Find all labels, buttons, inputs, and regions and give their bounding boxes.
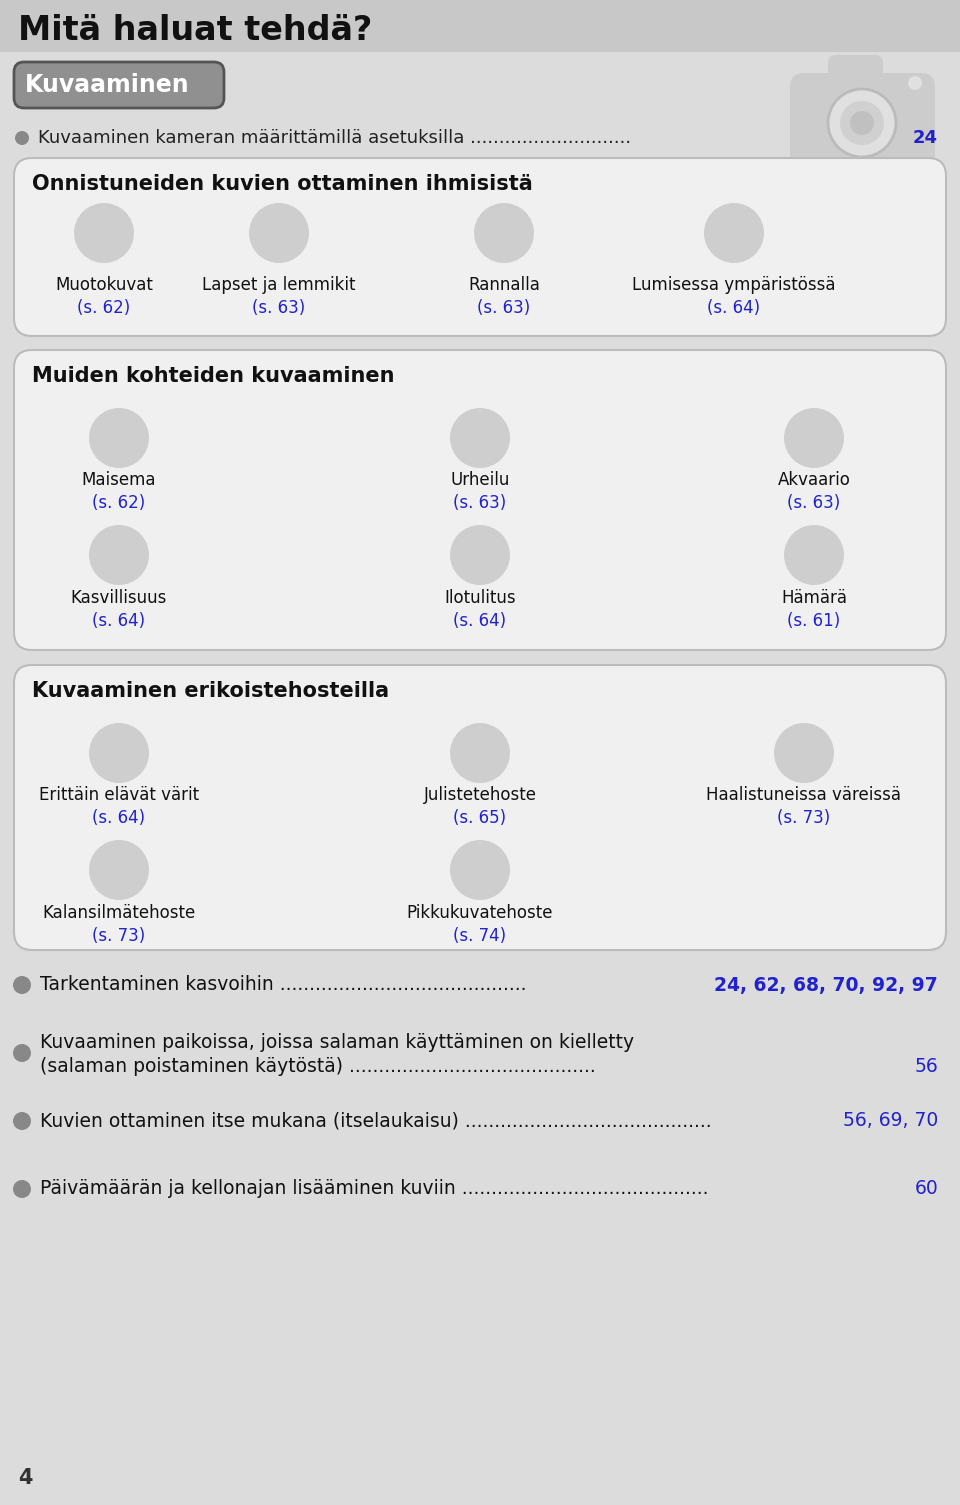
Text: (s. 64): (s. 64) <box>92 810 146 828</box>
Text: Rannalla: Rannalla <box>468 275 540 293</box>
Circle shape <box>89 722 149 783</box>
Circle shape <box>704 203 764 263</box>
Text: 24: 24 <box>913 129 938 147</box>
Circle shape <box>13 977 31 993</box>
Text: Julistetehoste: Julistetehoste <box>423 786 537 804</box>
Text: Kasvillisuus: Kasvillisuus <box>71 588 167 607</box>
Circle shape <box>13 1112 31 1130</box>
Text: Mitä haluat tehdä?: Mitä haluat tehdä? <box>18 14 372 47</box>
Circle shape <box>908 75 922 90</box>
Circle shape <box>774 722 834 783</box>
FancyBboxPatch shape <box>0 0 960 53</box>
Text: (s. 65): (s. 65) <box>453 810 507 828</box>
Text: Muotokuvat: Muotokuvat <box>55 275 153 293</box>
Circle shape <box>828 89 896 157</box>
Text: (s. 61): (s. 61) <box>787 613 841 631</box>
FancyBboxPatch shape <box>790 74 935 169</box>
Circle shape <box>15 131 29 144</box>
Text: Lapset ja lemmikit: Lapset ja lemmikit <box>203 275 356 293</box>
Text: 60: 60 <box>914 1180 938 1198</box>
Text: (salaman poistaminen käytöstä) ..........................................: (salaman poistaminen käytöstä) .........… <box>40 1057 596 1076</box>
Text: Ilotulitus: Ilotulitus <box>444 588 516 607</box>
Text: Urheilu: Urheilu <box>450 471 510 489</box>
Circle shape <box>784 408 844 468</box>
Text: (s. 63): (s. 63) <box>453 494 507 512</box>
Text: (s. 74): (s. 74) <box>453 927 507 945</box>
Text: Tarkentaminen kasvoihin ..........................................: Tarkentaminen kasvoihin ................… <box>40 975 526 995</box>
Circle shape <box>89 408 149 468</box>
Text: (s. 63): (s. 63) <box>252 299 305 318</box>
Text: (s. 64): (s. 64) <box>453 613 507 631</box>
Circle shape <box>474 203 534 263</box>
Circle shape <box>784 525 844 585</box>
Text: Kuvien ottaminen itse mukana (itselaukaisu) ....................................: Kuvien ottaminen itse mukana (itselaukai… <box>40 1112 711 1130</box>
Circle shape <box>13 1180 31 1198</box>
Circle shape <box>450 525 510 585</box>
FancyBboxPatch shape <box>14 62 224 108</box>
Text: (s. 64): (s. 64) <box>708 299 760 318</box>
FancyBboxPatch shape <box>828 56 883 83</box>
Text: Akvaario: Akvaario <box>778 471 851 489</box>
FancyBboxPatch shape <box>14 158 946 336</box>
Text: 24, 62, 68, 70, 92, 97: 24, 62, 68, 70, 92, 97 <box>714 975 938 995</box>
Text: 4: 4 <box>18 1467 33 1488</box>
Text: Päivämäärän ja kellonajan lisääminen kuviin ....................................: Päivämäärän ja kellonajan lisääminen kuv… <box>40 1180 708 1198</box>
Circle shape <box>13 1044 31 1063</box>
Text: (s. 73): (s. 73) <box>92 927 146 945</box>
FancyBboxPatch shape <box>14 351 946 650</box>
Text: Kuvaaminen erikoistehosteilla: Kuvaaminen erikoistehosteilla <box>32 680 389 701</box>
Text: Kuvaaminen: Kuvaaminen <box>25 74 190 96</box>
Circle shape <box>89 840 149 900</box>
Circle shape <box>249 203 309 263</box>
Circle shape <box>450 722 510 783</box>
Text: Onnistuneiden kuvien ottaminen ihmisistä: Onnistuneiden kuvien ottaminen ihmisistä <box>32 175 533 194</box>
Text: Lumisessa ympäristössä: Lumisessa ympäristössä <box>633 275 836 293</box>
Text: Kuvaaminen kameran määrittämillä asetuksilla ............................: Kuvaaminen kameran määrittämillä asetuks… <box>38 129 631 147</box>
Text: (s. 64): (s. 64) <box>92 613 146 631</box>
Circle shape <box>450 840 510 900</box>
Text: 56: 56 <box>914 1057 938 1076</box>
Text: Muiden kohteiden kuvaaminen: Muiden kohteiden kuvaaminen <box>32 366 395 385</box>
Text: (s. 63): (s. 63) <box>477 299 531 318</box>
Circle shape <box>450 408 510 468</box>
Text: Maisema: Maisema <box>82 471 156 489</box>
Text: (s. 73): (s. 73) <box>778 810 830 828</box>
Text: Haalistuneissa väreissä: Haalistuneissa väreissä <box>707 786 901 804</box>
Text: (s. 62): (s. 62) <box>92 494 146 512</box>
Text: (s. 62): (s. 62) <box>78 299 131 318</box>
Text: Pikkukuvatehoste: Pikkukuvatehoste <box>407 905 553 923</box>
Circle shape <box>74 203 134 263</box>
Text: 56, 69, 70: 56, 69, 70 <box>843 1112 938 1130</box>
Text: Kuvaaminen paikoissa, joissa salaman käyttäminen on kielletty: Kuvaaminen paikoissa, joissa salaman käy… <box>40 1034 635 1052</box>
Circle shape <box>89 525 149 585</box>
FancyBboxPatch shape <box>14 665 946 950</box>
Circle shape <box>840 101 884 144</box>
Text: Hämärä: Hämärä <box>781 588 847 607</box>
Text: (s. 63): (s. 63) <box>787 494 841 512</box>
Text: Kalansilmätehoste: Kalansilmätehoste <box>42 905 196 923</box>
Text: Erittäin elävät värit: Erittäin elävät värit <box>39 786 199 804</box>
Circle shape <box>850 111 874 135</box>
